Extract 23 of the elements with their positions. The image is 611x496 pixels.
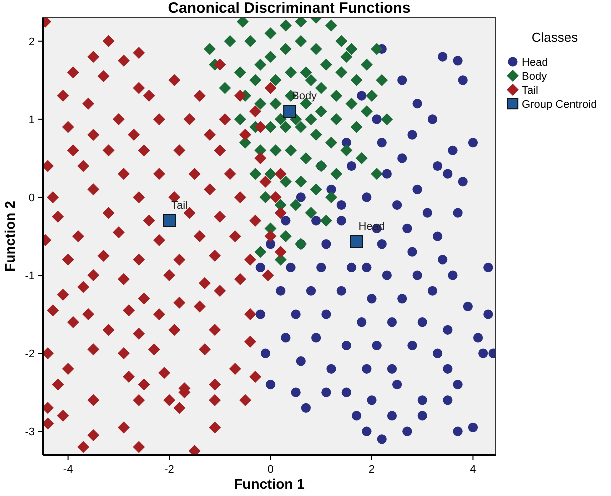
x-axis-title: Function 1 (234, 476, 306, 492)
legend-label: Body (522, 71, 548, 83)
y-tick-label: 0 (28, 192, 35, 204)
y-axis-title: Function 2 (2, 200, 18, 272)
y-tick-label: 2 (28, 36, 35, 48)
legend-label: Tail (522, 85, 539, 97)
chart-title: Canonical Discriminant Functions (168, 0, 411, 17)
x-tick-label: -2 (164, 464, 174, 476)
point (350, 236, 364, 248)
x-tick-label: 4 (470, 464, 476, 476)
point (284, 105, 296, 118)
legend-label: Group Centroid (522, 99, 598, 111)
point (163, 214, 176, 228)
x-tick-label: 2 (368, 464, 376, 476)
y-tick-label: -3 (25, 426, 35, 439)
y-tick-label: -2 (25, 348, 35, 361)
legend-label: Head (522, 57, 548, 69)
annotation: Tail (172, 200, 188, 212)
y-tick-label: 1 (28, 114, 35, 126)
x-tick-label: -4 (63, 464, 74, 476)
x-tick-label: 0 (268, 464, 274, 476)
legend-title: Classes (532, 30, 579, 45)
y-tick-label: -1 (25, 270, 35, 283)
